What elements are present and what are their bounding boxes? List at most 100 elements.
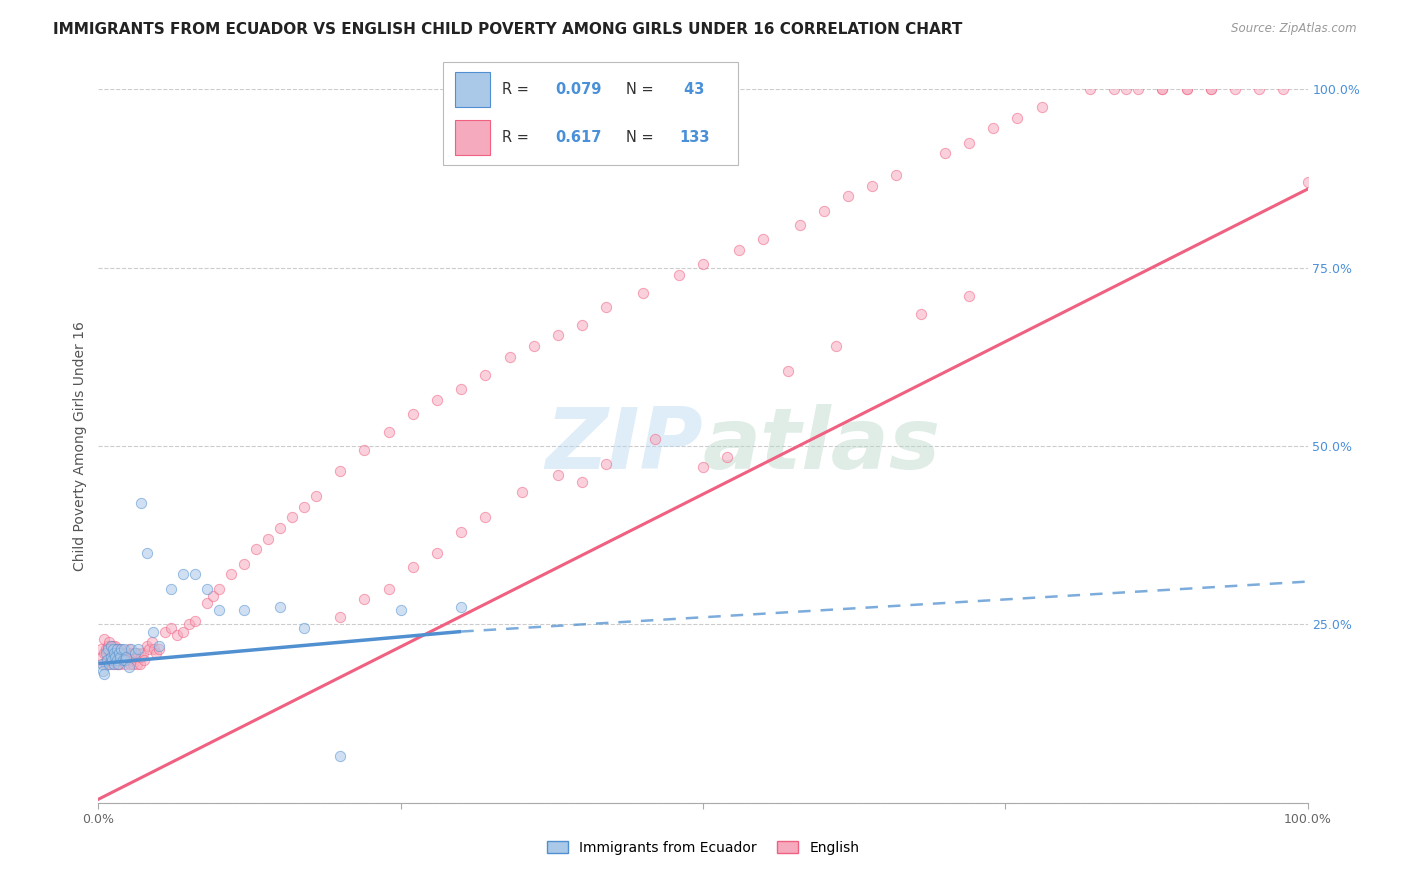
Point — [172, 624, 194, 639]
Point — [450, 382, 472, 396]
Point — [104, 653, 127, 667]
Point — [195, 582, 218, 596]
Point — [1249, 82, 1271, 96]
Point — [101, 642, 124, 657]
Point — [124, 646, 146, 660]
Text: ZIP: ZIP — [546, 404, 703, 488]
Point — [1007, 111, 1029, 125]
Point — [195, 596, 218, 610]
Point — [98, 657, 121, 671]
Point — [631, 285, 654, 300]
Point — [547, 328, 569, 343]
Point — [115, 646, 138, 660]
Point — [1199, 82, 1222, 96]
Point — [108, 649, 131, 664]
Point — [402, 407, 425, 421]
Point — [96, 653, 118, 667]
FancyBboxPatch shape — [443, 62, 738, 165]
Point — [668, 268, 690, 282]
Point — [595, 457, 617, 471]
Point — [98, 657, 121, 671]
Point — [1223, 82, 1246, 96]
Point — [221, 567, 243, 582]
Point — [179, 617, 201, 632]
Point — [100, 639, 122, 653]
Point — [105, 642, 128, 657]
Point — [118, 660, 141, 674]
Point — [91, 649, 114, 664]
Point — [232, 557, 254, 571]
Point — [184, 614, 207, 628]
Point — [377, 582, 399, 596]
Point — [128, 657, 150, 671]
Point — [108, 642, 131, 657]
Point — [1152, 82, 1174, 96]
Point — [118, 642, 141, 657]
Point — [957, 289, 980, 303]
Point — [160, 582, 183, 596]
Point — [132, 646, 155, 660]
Point — [129, 496, 152, 510]
Point — [91, 657, 114, 671]
Point — [148, 642, 170, 657]
Point — [752, 232, 775, 246]
Point — [153, 624, 176, 639]
Point — [114, 657, 136, 671]
FancyBboxPatch shape — [454, 71, 491, 106]
Point — [108, 657, 131, 671]
Point — [232, 603, 254, 617]
Point — [166, 628, 188, 642]
Point — [474, 510, 496, 524]
Point — [716, 450, 738, 464]
Point — [389, 603, 412, 617]
Point — [208, 582, 231, 596]
Point — [547, 467, 569, 482]
Point — [94, 646, 117, 660]
Point — [129, 649, 152, 664]
Text: R =: R = — [502, 81, 533, 96]
Point — [305, 489, 328, 503]
Point — [110, 642, 132, 657]
Point — [208, 603, 231, 617]
Point — [101, 639, 124, 653]
Point — [125, 649, 148, 664]
Point — [93, 646, 115, 660]
Text: IMMIGRANTS FROM ECUADOR VS ENGLISH CHILD POVERTY AMONG GIRLS UNDER 16 CORRELATIO: IMMIGRANTS FROM ECUADOR VS ENGLISH CHILD… — [53, 22, 963, 37]
Point — [1115, 82, 1137, 96]
Text: 133: 133 — [679, 130, 710, 145]
Point — [101, 657, 124, 671]
Point — [107, 657, 129, 671]
Point — [100, 653, 122, 667]
Point — [104, 649, 127, 664]
Point — [141, 635, 163, 649]
Text: atlas: atlas — [703, 404, 941, 488]
Point — [111, 653, 134, 667]
Point — [103, 657, 125, 671]
Point — [108, 646, 131, 660]
Point — [135, 546, 157, 560]
Point — [523, 339, 546, 353]
Legend: Immigrants from Ecuador, English: Immigrants from Ecuador, English — [541, 835, 865, 860]
Point — [142, 624, 165, 639]
Point — [256, 532, 278, 546]
Point — [103, 653, 125, 667]
Point — [728, 243, 751, 257]
Point — [692, 257, 714, 271]
Point — [1175, 82, 1198, 96]
Point — [145, 646, 167, 660]
Point — [402, 560, 425, 574]
Point — [202, 589, 225, 603]
Point — [124, 646, 146, 660]
Point — [120, 646, 142, 660]
Point — [118, 657, 141, 671]
Point — [91, 657, 114, 671]
Point — [122, 657, 145, 671]
Point — [121, 653, 143, 667]
Text: N =: N = — [626, 81, 658, 96]
Point — [910, 307, 932, 321]
Point — [957, 136, 980, 150]
Y-axis label: Child Poverty Among Girls Under 16: Child Poverty Among Girls Under 16 — [73, 321, 87, 571]
Point — [111, 646, 134, 660]
Point — [104, 639, 127, 653]
Text: R =: R = — [502, 130, 533, 145]
